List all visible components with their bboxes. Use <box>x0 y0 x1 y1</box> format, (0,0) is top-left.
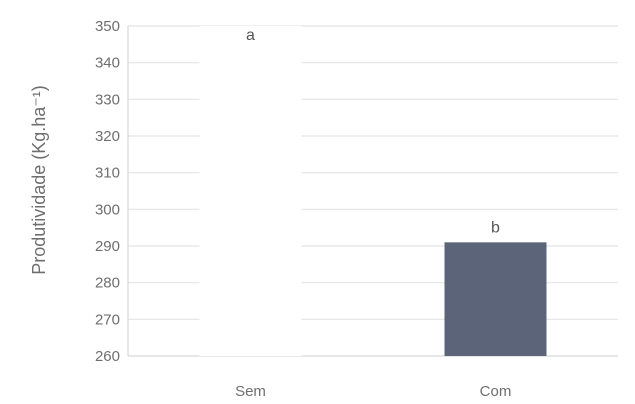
bar-annotations: ab <box>246 27 500 236</box>
y-tick-label: 350 <box>95 18 120 35</box>
y-tick-label: 280 <box>95 275 120 292</box>
y-axis-label: Produtividade (Kg.ha⁻¹) <box>29 85 49 275</box>
category-label: Com <box>480 383 512 400</box>
x-category-labels: Sem Com <box>235 383 511 400</box>
bar-sem <box>199 26 302 356</box>
bar-annotation: a <box>246 27 255 44</box>
y-tick-label: 270 <box>95 311 120 328</box>
category-label: Sem <box>235 383 266 400</box>
bar-com <box>444 242 547 356</box>
y-tick-label: 300 <box>95 201 120 218</box>
bar-annotation: b <box>491 219 500 236</box>
y-tick-label: 290 <box>95 238 120 255</box>
y-tick-label: 320 <box>95 128 120 145</box>
y-tick-label: 340 <box>95 55 120 72</box>
y-tick-label: 260 <box>95 348 120 365</box>
y-tick-label: 310 <box>95 165 120 182</box>
y-tick-labels: 260 270 280 290 300 310 320 330 340 350 <box>95 18 120 365</box>
y-tick-label: 330 <box>95 91 120 108</box>
bars <box>199 26 547 356</box>
